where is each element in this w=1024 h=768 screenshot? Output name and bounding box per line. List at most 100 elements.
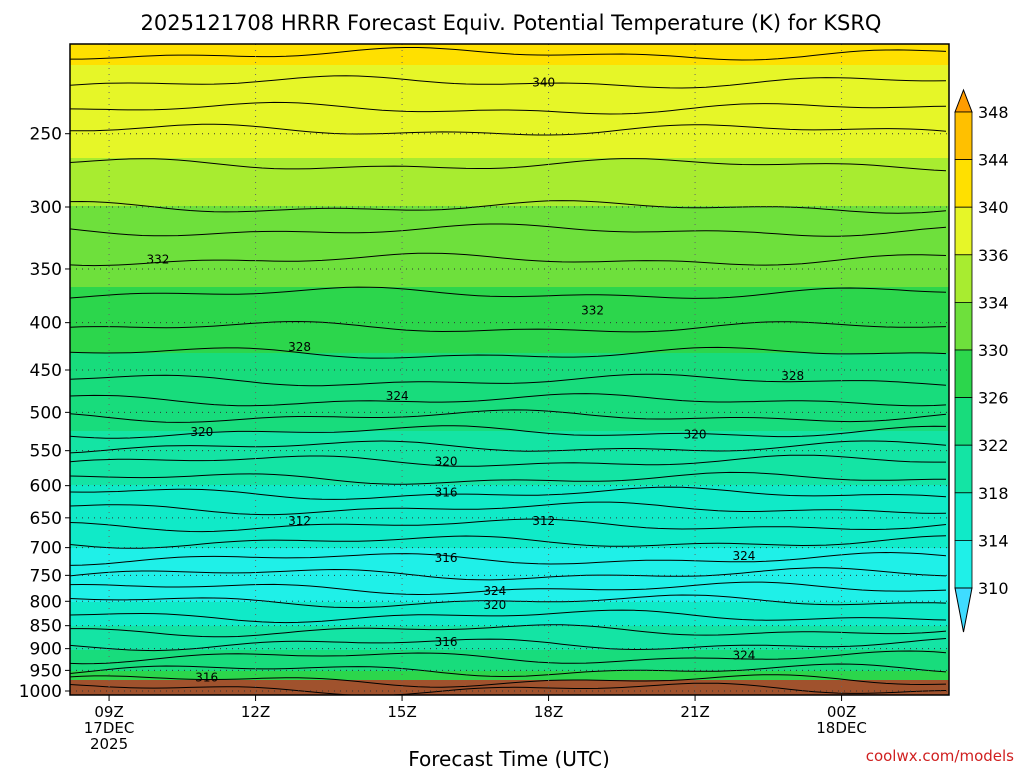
fill-band bbox=[70, 644, 949, 648]
y-tick-label: 600 bbox=[30, 477, 62, 497]
y-tick-label: 1000 bbox=[19, 682, 62, 702]
fill-band bbox=[70, 617, 949, 621]
colorbar-tick-label: 340 bbox=[978, 198, 1009, 217]
contour-line bbox=[70, 518, 947, 533]
fill-band bbox=[70, 671, 949, 675]
fill-band bbox=[70, 50, 949, 54]
fill-band bbox=[70, 224, 949, 228]
fill-band bbox=[70, 656, 949, 660]
fill-band bbox=[70, 227, 949, 231]
fill-band bbox=[70, 194, 949, 198]
fill-band bbox=[70, 500, 949, 504]
fill-band bbox=[70, 335, 949, 339]
fill-band bbox=[70, 245, 949, 249]
y-tick-label: 400 bbox=[30, 314, 62, 334]
contour-label: 324 bbox=[732, 648, 755, 662]
fill-band bbox=[70, 206, 949, 210]
fill-band bbox=[70, 311, 949, 315]
fill-band bbox=[70, 482, 949, 486]
fill-band bbox=[70, 185, 949, 189]
contour-line bbox=[70, 47, 947, 61]
fill-band bbox=[70, 458, 949, 462]
fill-band bbox=[70, 323, 949, 327]
fill-band bbox=[70, 620, 949, 624]
fill-band bbox=[70, 530, 949, 534]
fill-band bbox=[70, 116, 949, 120]
fill-band bbox=[70, 158, 949, 162]
fill-band bbox=[70, 98, 949, 102]
fill-band bbox=[70, 233, 949, 237]
fill-band bbox=[70, 77, 949, 81]
fill-band bbox=[70, 539, 949, 543]
fill-band bbox=[70, 569, 949, 573]
fill-band bbox=[70, 71, 949, 75]
fill-band bbox=[70, 443, 949, 447]
y-tick-label: 700 bbox=[30, 539, 62, 559]
y-tick-label: 350 bbox=[30, 260, 62, 280]
fill-band bbox=[70, 53, 949, 57]
fill-band bbox=[70, 485, 949, 489]
fill-band bbox=[70, 221, 949, 225]
fill-band bbox=[70, 137, 949, 141]
fill-band bbox=[70, 611, 949, 615]
fill-band bbox=[70, 560, 949, 564]
fill-band bbox=[70, 419, 949, 423]
x-tick-label: 00Z bbox=[827, 703, 856, 721]
fill-band bbox=[70, 212, 949, 216]
contour-line bbox=[70, 609, 947, 624]
fill-band bbox=[70, 350, 949, 354]
fill-band bbox=[70, 572, 949, 576]
fill-band bbox=[70, 275, 949, 279]
contour-label: 316 bbox=[195, 671, 218, 685]
fill-band bbox=[70, 92, 949, 96]
fill-band bbox=[70, 575, 949, 579]
contour-label: 320 bbox=[684, 427, 707, 441]
fill-band bbox=[70, 359, 949, 363]
fill-band bbox=[70, 299, 949, 303]
fill-band bbox=[70, 341, 949, 345]
colorbar-tick-label: 334 bbox=[978, 293, 1009, 312]
fill-band bbox=[70, 308, 949, 312]
fill-band bbox=[70, 491, 949, 495]
contour-label: 332 bbox=[581, 303, 604, 317]
colorbar-swatch bbox=[954, 444, 973, 494]
y-tick-label: 250 bbox=[30, 125, 62, 145]
fill-band bbox=[70, 455, 949, 459]
fill-band bbox=[70, 392, 949, 396]
contour-line bbox=[70, 535, 947, 549]
contour-line bbox=[70, 252, 947, 267]
fill-band bbox=[70, 413, 949, 417]
fill-band bbox=[70, 332, 949, 336]
fill-band bbox=[70, 218, 949, 222]
contour-line bbox=[70, 425, 947, 439]
fill-band bbox=[70, 347, 949, 351]
x-tick-label: 15Z bbox=[387, 703, 416, 721]
fill-band bbox=[70, 131, 949, 135]
fill-band bbox=[70, 650, 949, 654]
contour-label: 328 bbox=[781, 369, 804, 383]
contour-line bbox=[70, 501, 947, 516]
fill-band bbox=[70, 554, 949, 558]
x-tick-label: 2025 bbox=[90, 735, 128, 753]
fill-band bbox=[70, 248, 949, 252]
fill-band bbox=[70, 497, 949, 501]
x-tick-label: 17DEC bbox=[84, 719, 135, 737]
fill-band bbox=[70, 467, 949, 471]
fill-band bbox=[70, 164, 949, 168]
fill-band bbox=[70, 260, 949, 264]
fill-band bbox=[70, 281, 949, 285]
fill-band bbox=[70, 197, 949, 201]
fill-band bbox=[70, 254, 949, 258]
fill-band bbox=[70, 566, 949, 570]
colorbar-swatch bbox=[954, 301, 973, 351]
fill-band bbox=[70, 95, 949, 99]
colorbar: 310 314 318 322 326 330 334 336 340 344 348 bbox=[954, 88, 1009, 633]
fill-band bbox=[70, 305, 949, 309]
y-tick-label: 800 bbox=[30, 592, 62, 612]
colorbar-tick-label: 326 bbox=[978, 389, 1009, 408]
fill-band bbox=[70, 626, 949, 630]
fill-band bbox=[70, 89, 949, 93]
fill-band bbox=[70, 113, 949, 117]
colorbar-max-arrow bbox=[954, 88, 973, 113]
